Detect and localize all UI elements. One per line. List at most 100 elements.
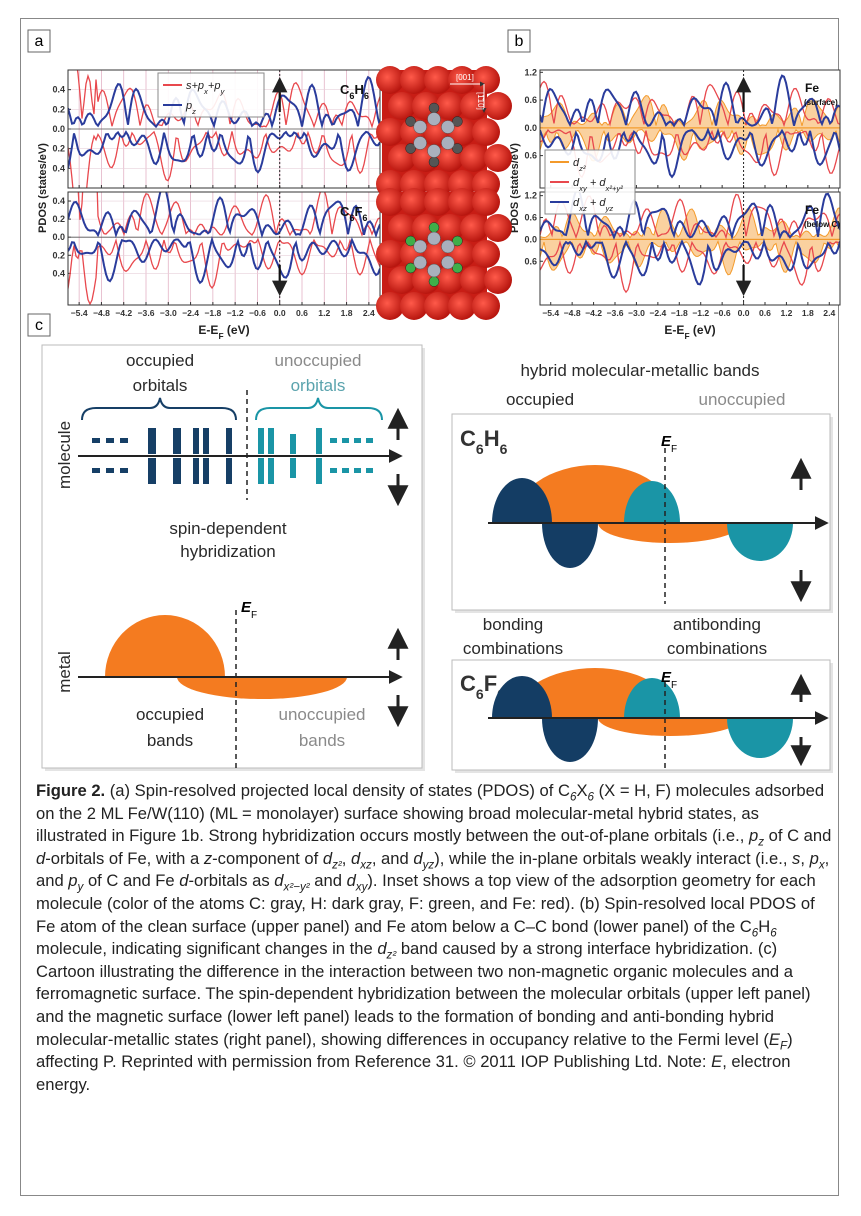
x-tick-label: −1.2	[692, 308, 709, 318]
shape	[366, 468, 373, 473]
label: unoccupied	[699, 390, 786, 409]
t: C	[460, 671, 476, 696]
shape	[354, 468, 361, 473]
text-part: + d	[587, 197, 607, 209]
fe-atom	[484, 92, 512, 120]
fe-atom	[424, 188, 452, 216]
x-tick-label: 2.4	[363, 308, 375, 318]
label: occupied	[506, 390, 574, 409]
caption-text: Figure 2.	[36, 781, 105, 800]
fe-atom	[472, 188, 500, 216]
y-tick-label: 0.2	[52, 144, 65, 154]
y-tick-label: 0.4	[52, 268, 65, 278]
fe-atom	[400, 66, 428, 94]
label: occupied	[136, 705, 204, 724]
x-tick-label: 0.6	[759, 308, 771, 318]
site-label: (below C)	[804, 220, 840, 229]
side-label: molecule	[55, 421, 74, 489]
caption-text: yz	[423, 858, 435, 871]
x-tick-label: −1.8	[204, 308, 221, 318]
fe-atom	[376, 66, 404, 94]
caption-text: d	[36, 849, 45, 868]
panel-b: 1.20.60.00.6Fe(surface)1.20.60.00.6Fe(be…	[509, 67, 840, 341]
fe-atom	[472, 118, 500, 146]
y-tick-label: 0.2	[52, 250, 65, 260]
fe-atom	[388, 92, 416, 120]
x-tick-label: −4.2	[585, 308, 602, 318]
shape	[203, 428, 209, 454]
caption-text: of C and Fe	[83, 871, 179, 890]
fe-atom	[376, 118, 404, 146]
fe-atom	[460, 144, 488, 172]
x-tick-label: 1.8	[802, 308, 814, 318]
caption-text: d	[413, 849, 422, 868]
subscript: yz	[604, 204, 613, 213]
caption-text: H	[758, 917, 770, 936]
figure-caption: Figure 2. (a) Spin-resolved projected lo…	[36, 780, 832, 1096]
shape	[258, 428, 264, 454]
shape	[342, 468, 349, 473]
shape	[366, 438, 373, 443]
x-tick-label: −5.4	[542, 308, 559, 318]
label: unoccupied	[275, 351, 362, 370]
subscript: F	[671, 444, 677, 455]
t: 6	[476, 686, 484, 702]
carbon-atom	[414, 256, 427, 269]
subscript: 6	[362, 213, 367, 223]
y-tick-label: 1.2	[524, 191, 537, 201]
text-part: (eV)	[690, 323, 716, 337]
caption-text: molecule, indicating significant changes…	[36, 939, 377, 958]
insets: [001][1̄10]	[376, 66, 512, 320]
shape	[268, 458, 274, 484]
shape	[354, 438, 361, 443]
x-tick-label: 0.0	[274, 308, 286, 318]
subscript: x²+y²	[604, 184, 623, 193]
x-tick-label: 2.4	[823, 308, 835, 318]
t: 6	[476, 441, 484, 457]
label: combinations	[463, 639, 563, 658]
text-part: (eV)	[224, 323, 250, 337]
shape	[106, 468, 114, 473]
x-tick-label: 1.8	[341, 308, 353, 318]
x-tick-label: −3.0	[160, 308, 177, 318]
x-tick-label: −4.8	[93, 308, 110, 318]
text-part: E-E	[198, 323, 218, 337]
caption-text: -orbitals as	[189, 871, 275, 890]
pdos-plots: 0.40.20.00.20.4C6H60.40.20.00.20.4C6F6−5…	[37, 55, 840, 341]
label: orbitals	[133, 376, 188, 395]
fe-atom	[460, 214, 488, 242]
caption-text: X	[576, 781, 587, 800]
panel-label: b	[515, 33, 524, 50]
y-tick-label: 0.0	[52, 124, 65, 134]
y-tick-label: 0.0	[52, 232, 65, 242]
caption-text: x²−y²	[284, 881, 310, 894]
atom-label: Fe	[805, 203, 819, 217]
fe-atom	[484, 214, 512, 242]
y-tick-label: 0.0	[524, 123, 537, 133]
fe-atom	[436, 92, 464, 120]
caption-text: d	[347, 871, 356, 890]
x-tick-label: −2.4	[649, 308, 666, 318]
fe-atom	[472, 240, 500, 268]
caption-text: p	[68, 871, 77, 890]
x-tick-label: −4.8	[564, 308, 581, 318]
shape	[120, 468, 128, 473]
fe-atom	[400, 188, 428, 216]
label: combinations	[667, 639, 767, 658]
x-tick-label: −3.0	[628, 308, 645, 318]
fe-atom	[460, 266, 488, 294]
fe-atom	[484, 144, 512, 172]
text-part: F	[354, 204, 362, 219]
shape	[258, 458, 264, 484]
carbon-atom	[428, 113, 441, 126]
direction-label: [001]	[456, 73, 474, 82]
caption-text: -component of	[212, 849, 323, 868]
label: spin-dependent	[169, 519, 286, 538]
shape	[342, 438, 349, 443]
carbon-atom	[428, 264, 441, 277]
caption-text: E	[711, 1052, 722, 1071]
label: bonding	[483, 615, 544, 634]
x-tick-label: −1.8	[671, 308, 688, 318]
shape	[330, 438, 337, 443]
x-tick-label: −1.2	[227, 308, 244, 318]
